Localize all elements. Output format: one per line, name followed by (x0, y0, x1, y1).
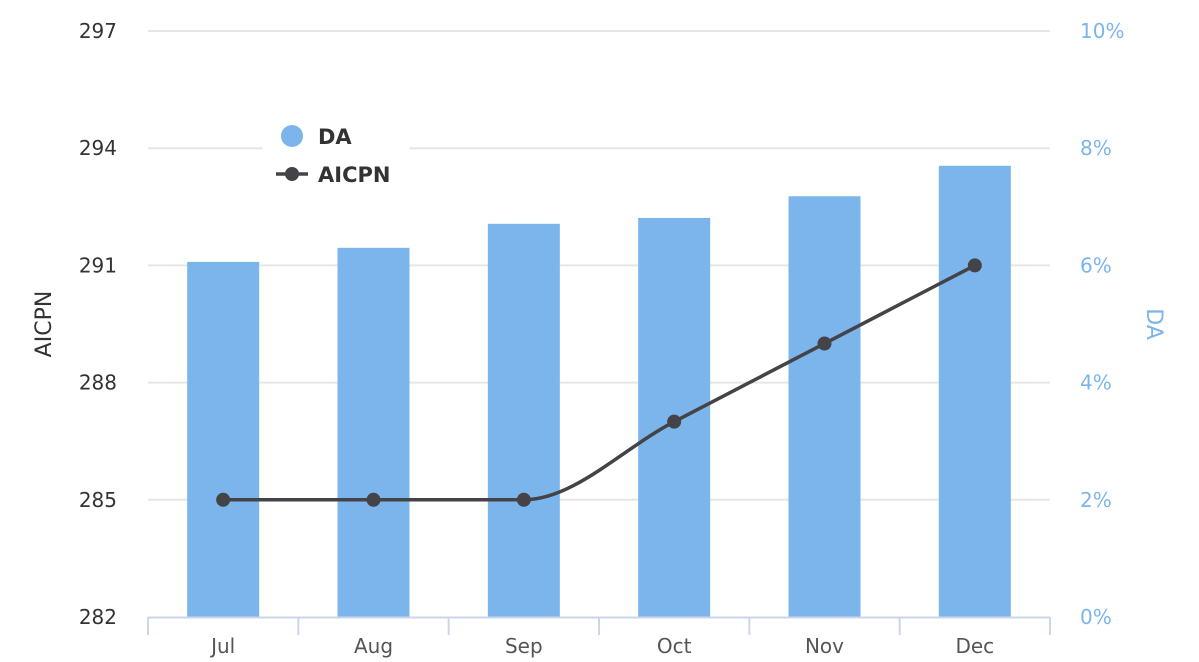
y-right-tick-label: 10% (1080, 19, 1124, 43)
y-right-tick-label: 8% (1080, 136, 1112, 160)
legend-da-label: DA (318, 125, 352, 149)
y-right-tick-label: 4% (1080, 371, 1112, 395)
y-left-tick-label: 288 (79, 371, 117, 395)
legend-da-circle-icon (281, 125, 303, 147)
y-axis-right: 0% 2% 4% 6% 8% 10% (1080, 19, 1124, 629)
y-axis-right-title: DA (1141, 308, 1166, 340)
x-tick-label: Sep (505, 634, 543, 658)
y-left-tick-label: 291 (79, 253, 117, 277)
legend-aicpn-label: AICPN (318, 163, 390, 187)
legend-item-aicpn[interactable]: AICPN (276, 163, 390, 187)
y-right-tick-label: 2% (1080, 488, 1112, 512)
x-tick-label: Dec (955, 634, 994, 658)
y-left-tick-label: 285 (79, 488, 117, 512)
aicpn-line (216, 258, 982, 507)
bar-nov[interactable] (788, 196, 861, 617)
bar-dec[interactable] (938, 165, 1011, 617)
aicpn-point-aug[interactable] (366, 492, 381, 507)
aicpn-point-nov[interactable] (817, 336, 832, 351)
bar-aug[interactable] (337, 247, 410, 617)
x-tick-label: Nov (805, 634, 844, 658)
legend-item-da[interactable]: DA (281, 125, 352, 149)
y-left-tick-label: 282 (79, 605, 117, 629)
bar-jul[interactable] (187, 261, 260, 617)
aicpn-point-dec[interactable] (967, 258, 982, 273)
aicpn-line-path (223, 263, 976, 502)
bar-sep[interactable] (487, 223, 560, 617)
aicpn-point-sep[interactable] (516, 492, 531, 507)
x-tick-label: Oct (657, 634, 692, 658)
y-left-tick-label: 294 (79, 136, 117, 160)
y-axis-left-title: AICPN (32, 291, 57, 358)
aicpn-point-jul[interactable] (216, 492, 231, 507)
y-axis-left: 282 285 288 291 294 297 (79, 19, 117, 629)
y-left-tick-label: 297 (79, 19, 117, 43)
aicpn-point-oct[interactable] (667, 414, 682, 429)
gridlines (148, 30, 1050, 501)
x-tick-label: Jul (209, 634, 235, 658)
x-tick-label: Aug (354, 634, 393, 658)
y-right-tick-label: 6% (1080, 253, 1112, 277)
legend: DA AICPN (262, 116, 410, 192)
da-bars (187, 165, 1011, 617)
x-axis: Jul Aug Sep Oct Nov Dec (147, 616, 1051, 658)
legend-aicpn-marker-icon (285, 167, 299, 181)
y-right-tick-label: 0% (1080, 605, 1112, 629)
